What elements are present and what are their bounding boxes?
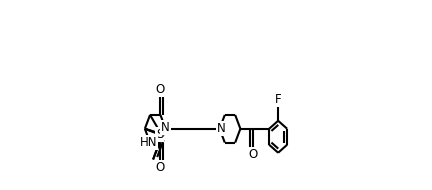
Text: N: N [217,122,226,135]
Text: S: S [156,128,163,141]
Text: O: O [248,148,257,161]
Text: HN: HN [140,136,157,149]
Text: F: F [275,93,282,106]
Text: O: O [156,83,165,96]
Text: O: O [156,161,165,174]
Text: N: N [161,121,170,134]
